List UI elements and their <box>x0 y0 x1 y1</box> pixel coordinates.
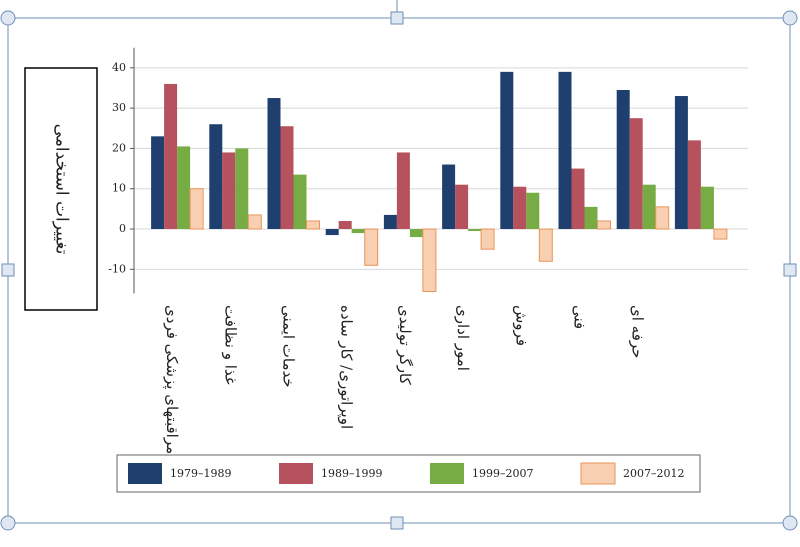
bar <box>351 229 365 234</box>
bar <box>177 146 191 230</box>
bar <box>616 89 630 230</box>
legend-label: 1999–2007 <box>472 467 534 480</box>
bar <box>396 152 410 230</box>
y-tick-label: 10 <box>112 182 126 195</box>
bar <box>513 186 527 230</box>
bar <box>468 229 482 232</box>
bar <box>480 228 495 250</box>
x-tick-label: فنی <box>571 305 589 329</box>
legend-label: 1979–1989 <box>170 467 232 480</box>
bar <box>235 148 249 230</box>
x-tick-label: اوپراتوری/ کار ساده <box>338 305 356 429</box>
x-tick-label: امور اداری <box>454 305 472 371</box>
bar <box>383 214 397 230</box>
legend-label: 1989–1999 <box>321 467 383 480</box>
bar <box>293 174 307 230</box>
bar <box>597 220 611 230</box>
legend-swatch <box>580 462 616 485</box>
bar <box>209 124 223 230</box>
bar <box>642 184 656 230</box>
y-tick-label: 40 <box>112 61 126 74</box>
resize-handle[interactable] <box>390 11 404 25</box>
bar <box>584 206 598 230</box>
x-tick-label: فروش <box>512 305 530 346</box>
bar <box>280 126 294 230</box>
legend-swatch <box>279 463 313 484</box>
x-tick-label: غذا و نظافت <box>221 305 239 385</box>
legend-label: 2007–2012 <box>623 467 685 480</box>
bar <box>325 229 339 236</box>
bar <box>629 118 643 230</box>
resize-handle[interactable] <box>0 10 16 26</box>
bar <box>247 214 262 230</box>
x-tick-label: خدمات ایمنی <box>280 305 298 388</box>
bar <box>409 229 423 238</box>
resize-handle[interactable] <box>783 263 797 277</box>
y-tick-label: -10 <box>108 262 126 275</box>
x-tick-label: حرفه ای <box>629 305 647 358</box>
bar <box>338 220 352 230</box>
resize-handle[interactable] <box>782 10 798 26</box>
legend-swatch <box>430 463 464 484</box>
bar <box>364 228 379 266</box>
resize-handle[interactable] <box>782 515 798 531</box>
bar <box>189 188 204 230</box>
bar <box>687 140 701 230</box>
bar <box>700 186 714 230</box>
bar <box>674 96 688 230</box>
bar <box>442 164 456 230</box>
bar <box>500 71 514 230</box>
bar <box>558 71 572 230</box>
bar <box>526 192 540 230</box>
y-tick-label: 0 <box>119 222 126 235</box>
x-tick-label: مراقبتهای پزشکی فردی <box>163 305 181 454</box>
bar <box>655 206 670 230</box>
resize-handle[interactable] <box>0 515 16 531</box>
bar <box>455 184 469 230</box>
y-label-box <box>24 67 98 311</box>
resize-handle[interactable] <box>390 516 404 530</box>
y-tick-label: 20 <box>112 141 126 154</box>
x-tick-label: کارگر تولیدی <box>396 305 414 386</box>
bar <box>267 98 281 230</box>
y-tick-label: 30 <box>112 101 126 114</box>
bar <box>538 228 553 262</box>
resize-handle[interactable] <box>1 263 15 277</box>
bar <box>713 228 728 240</box>
y-axis-label: تغییرات استخدامی <box>52 124 72 255</box>
bar <box>222 152 236 230</box>
bar <box>571 168 585 230</box>
bar <box>306 220 320 230</box>
bar <box>151 136 165 230</box>
bar <box>422 228 437 292</box>
bar <box>164 83 178 230</box>
legend-swatch <box>128 463 162 484</box>
